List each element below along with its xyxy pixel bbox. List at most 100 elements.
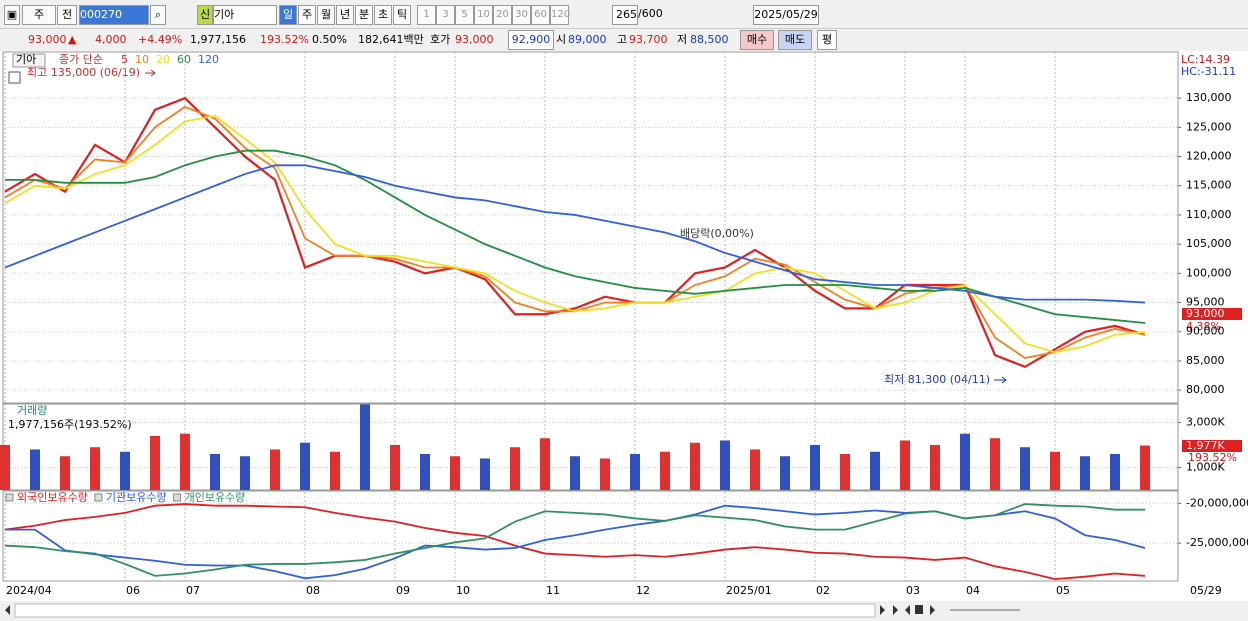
volume-rate: 193.52% — [1188, 451, 1237, 464]
bid: 92,900 — [508, 30, 554, 50]
legend-swatch — [173, 493, 182, 502]
volume-bar — [240, 456, 250, 490]
x-tick-label: 06 — [126, 584, 140, 597]
period-button[interactable]: 년 — [336, 5, 354, 25]
turnover: 0.50% — [312, 33, 347, 46]
y-tick-label: 95,000 — [1186, 296, 1225, 309]
interval-button[interactable]: 120 — [550, 5, 570, 25]
x-tick-label: 11 — [546, 584, 560, 597]
x-tick-label: 07 — [186, 584, 200, 597]
ask-label: 호가 — [430, 33, 451, 46]
period-button[interactable]: 분 — [355, 5, 373, 25]
period-button[interactable]: 초 — [374, 5, 392, 25]
count-max: /600 — [638, 7, 663, 20]
volume-title: 거래량 — [17, 404, 47, 417]
y-tick-label: 90,000 — [1186, 325, 1225, 338]
period-button[interactable]: 월 — [317, 5, 335, 25]
volume-bar — [570, 456, 580, 490]
mode-button[interactable]: 전 — [57, 5, 77, 25]
interval-button[interactable]: 3 — [436, 5, 455, 25]
legend-entry: 개인보유수량 — [185, 491, 246, 504]
buy-button[interactable]: 매수 — [740, 30, 774, 50]
series-line — [4, 114, 1146, 354]
volume-box — [1182, 440, 1242, 452]
legend-entry: 외국인보유수량 — [17, 491, 88, 504]
legend-label: 종가 단순 — [59, 53, 103, 66]
x-tick-label: 03 — [906, 584, 920, 597]
amount: 182,641백만 — [358, 33, 424, 46]
search-icon[interactable]: ⌕ — [150, 5, 166, 25]
volume-bar — [1080, 456, 1090, 490]
low-note: 최저 81,300 (04/11) — [884, 373, 990, 386]
x-tick-label: 2024/04 — [6, 584, 52, 597]
high-label: 고 — [617, 33, 628, 46]
x-tick-label: 10 — [456, 584, 470, 597]
high: 93,700 — [629, 33, 668, 46]
volume-panel — [2, 403, 1179, 491]
sell-button[interactable]: 매도 — [778, 30, 812, 50]
legend-swatch — [94, 493, 103, 502]
legend-entry: 10 — [135, 53, 149, 66]
date-input[interactable]: 2025/05/29 — [753, 5, 819, 25]
quote-bar: 93,000 ▲ 4,000 +4.49% 1,977,156 193.52% … — [0, 28, 1248, 51]
interval-button[interactable]: 5 — [455, 5, 474, 25]
calendar-icon[interactable] — [8, 71, 21, 84]
high-note: 최고 135,000 (06/19) — [27, 66, 140, 79]
rate: +4.49% — [138, 33, 183, 46]
volume-last: 1,977K — [1186, 439, 1225, 452]
volume: 1,977,156 — [190, 33, 246, 46]
open-label: 시 — [556, 33, 567, 46]
volume-bar — [510, 447, 520, 490]
market-select[interactable]: 주 — [22, 5, 56, 25]
legend-entry: 기관보유수량 — [106, 491, 167, 504]
x-tick-label: 09 — [396, 584, 410, 597]
volume-bar — [690, 442, 700, 490]
period-button[interactable]: 틱 — [393, 5, 411, 25]
volume-bar — [30, 449, 40, 490]
y-tick-label: 105,000 — [1186, 237, 1232, 250]
x-tick-label: 12 — [636, 584, 650, 597]
avg-button[interactable]: 평 — [817, 30, 837, 50]
arrow: ▲ — [68, 33, 77, 46]
volume-bar — [630, 453, 640, 490]
low: 88,500 — [690, 33, 729, 46]
y-tick-label: 85,000 — [1186, 354, 1225, 367]
interval-button[interactable]: 10 — [474, 5, 493, 25]
lc-label: LC:14.39 — [1181, 53, 1230, 66]
period-button[interactable]: 일 — [279, 5, 297, 25]
menu-icon[interactable]: ▣ — [4, 5, 20, 25]
low-arrow — [994, 376, 1007, 384]
name-input[interactable]: 기아 — [213, 5, 277, 25]
volume-bar — [840, 453, 850, 490]
volume-bar — [360, 404, 370, 490]
volume-bar — [1050, 451, 1060, 490]
open: 89,000 — [568, 33, 607, 46]
legend-entry: 60 — [177, 53, 191, 66]
interval-button[interactable]: 60 — [531, 5, 550, 25]
volume-bar — [900, 440, 910, 490]
period-button[interactable]: 주 — [298, 5, 316, 25]
y-tick-label: 3,000K — [1186, 415, 1225, 428]
vol-ratio: 193.52% — [260, 33, 309, 46]
holdings-panel — [2, 490, 1179, 582]
legend-entry: 5 — [121, 53, 128, 66]
code-input[interactable]: 000270 — [79, 5, 149, 25]
volume-bar — [180, 433, 190, 490]
volume-bar — [810, 444, 820, 490]
high-arrow — [145, 69, 156, 77]
count-input[interactable]: 265 — [612, 5, 638, 25]
y-tick-label: 100,000 — [1186, 266, 1232, 279]
scroll-track[interactable] — [14, 603, 876, 618]
series-line — [4, 503, 1145, 577]
volume-bar — [990, 438, 1000, 490]
interval-button[interactable]: 1 — [417, 5, 436, 25]
y-tick-label: -20,000,000 — [1186, 496, 1248, 509]
interval-button[interactable]: 20 — [493, 5, 512, 25]
volume-bar — [930, 444, 940, 490]
y-tick-label: 1,000K — [1186, 460, 1225, 473]
volume-bar — [300, 442, 310, 490]
price-panel — [2, 51, 1179, 404]
interval-button[interactable]: 30 — [512, 5, 531, 25]
y-tick-label: -25,000,000 — [1186, 536, 1248, 549]
